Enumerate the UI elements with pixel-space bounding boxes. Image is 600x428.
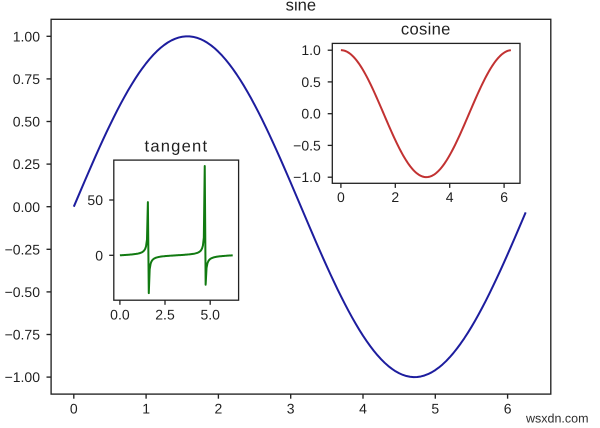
svg-text:tangent: tangent	[145, 137, 209, 156]
svg-text:0.00: 0.00	[13, 199, 40, 215]
svg-text:0: 0	[337, 189, 345, 205]
svg-text:6: 6	[504, 400, 512, 416]
svg-text:−0.75: −0.75	[5, 327, 41, 343]
svg-text:5: 5	[431, 400, 439, 416]
svg-text:5.0: 5.0	[200, 307, 220, 323]
svg-text:6: 6	[500, 189, 508, 205]
svg-text:wsxdn.com: wsxdn.com	[525, 411, 589, 425]
svg-text:50: 50	[87, 192, 103, 208]
svg-text:0.5: 0.5	[301, 74, 321, 90]
svg-text:3: 3	[287, 400, 295, 416]
svg-text:0: 0	[95, 247, 103, 263]
svg-text:2.5: 2.5	[155, 307, 175, 323]
svg-text:1: 1	[142, 400, 150, 416]
svg-text:0.50: 0.50	[13, 114, 40, 130]
svg-text:0.75: 0.75	[13, 71, 40, 87]
svg-text:−0.5: −0.5	[293, 137, 321, 153]
svg-text:cosine: cosine	[401, 20, 451, 39]
svg-text:1.00: 1.00	[13, 28, 40, 44]
svg-text:2: 2	[391, 189, 399, 205]
svg-text:0.0: 0.0	[110, 307, 130, 323]
svg-text:−0.50: −0.50	[5, 284, 41, 300]
svg-text:4: 4	[446, 189, 454, 205]
svg-text:−0.25: −0.25	[5, 241, 41, 257]
svg-text:0: 0	[70, 400, 78, 416]
svg-text:sine: sine	[286, 0, 316, 15]
svg-text:1.0: 1.0	[301, 42, 321, 58]
svg-text:2: 2	[215, 400, 223, 416]
svg-text:4: 4	[359, 400, 367, 416]
svg-text:−1.00: −1.00	[5, 369, 41, 385]
svg-text:0.0: 0.0	[301, 106, 321, 122]
svg-text:0.25: 0.25	[13, 156, 40, 172]
svg-text:−1.0: −1.0	[293, 169, 321, 185]
